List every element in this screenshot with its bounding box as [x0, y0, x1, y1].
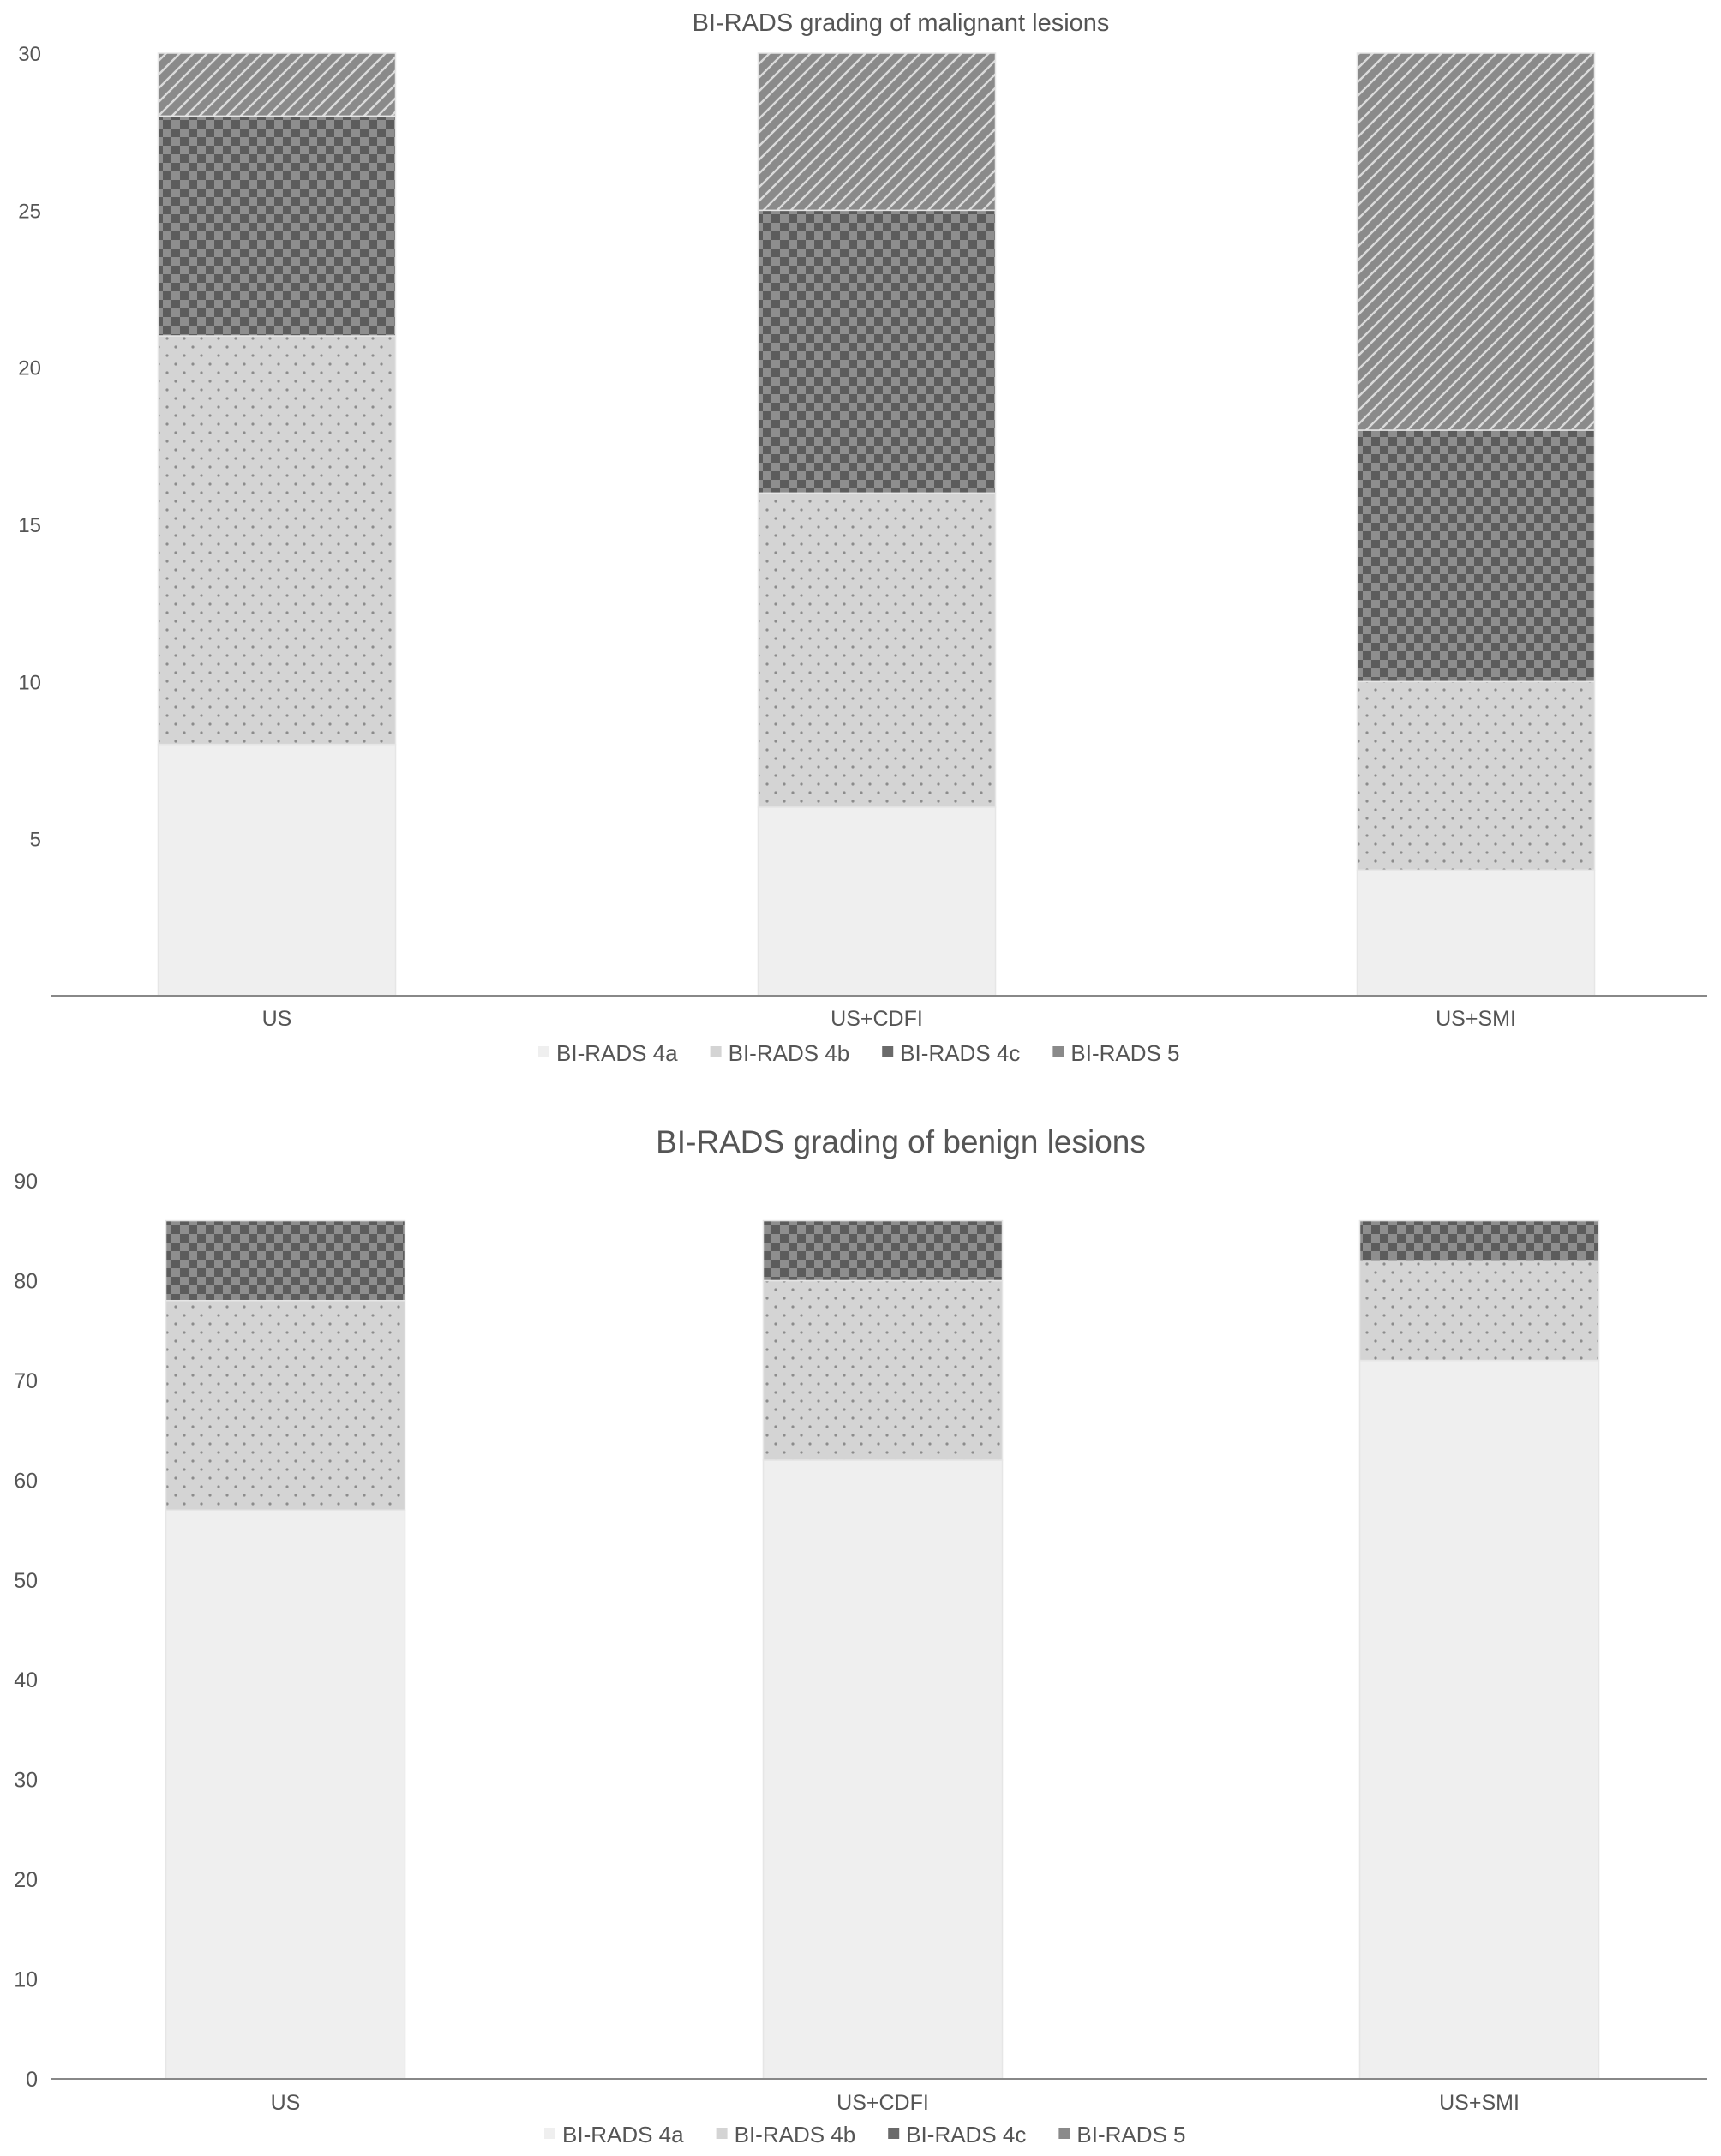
- y-tick-label: 40: [14, 1668, 38, 1692]
- legend-swatch-bi-rads-4a: [544, 2128, 555, 2139]
- y-tick-label: 15: [18, 514, 41, 537]
- legend-swatch-bi-rads-5: [1052, 1046, 1064, 1057]
- bar-segment-bi-rads-4c-us-cdfi: [757, 209, 997, 494]
- x-category-label: US+SMI: [1439, 2091, 1520, 2115]
- bar-segment-bi-rads-4c-us: [165, 1219, 406, 1302]
- bar-segment-bi-rads-4c-us-cdfi: [762, 1219, 1004, 1282]
- legend-label-bi-rads-4a: BI-RADS 4a: [556, 1040, 678, 1066]
- y-tick-label: 10: [18, 671, 41, 694]
- bar-segment-bi-rads-4a-us: [165, 1509, 406, 2080]
- bar-segment-bi-rads-4a-us: [157, 743, 397, 997]
- legend-label-bi-rads-4b: BI-RADS 4b: [729, 1040, 850, 1066]
- x-category-label: US+CDFI: [831, 1007, 923, 1031]
- y-tick-label: 10: [14, 1968, 38, 1992]
- legend-swatch-bi-rads-4a: [538, 1046, 549, 1057]
- bar-segment-bi-rads-4a-us-cdfi: [757, 806, 997, 997]
- x-category-label: US+SMI: [1436, 1007, 1516, 1031]
- legend-swatch-bi-rads-4b: [710, 1046, 722, 1057]
- y-tick-label: 0: [26, 2068, 38, 2092]
- bar-segment-bi-rads-4a-us-smi: [1356, 869, 1596, 997]
- y-tick-label: 25: [18, 200, 41, 223]
- x-category-label: US+CDFI: [837, 2091, 929, 2115]
- chart-title: BI-RADS grading of benign lesions: [656, 1124, 1146, 1159]
- bar-segment-bi-rads-4b-us-cdfi: [757, 492, 997, 808]
- y-tick-label: 60: [14, 1469, 38, 1493]
- bar-segment-bi-rads-5-us-cdfi: [757, 52, 997, 212]
- y-tick-label: 30: [14, 1769, 38, 1793]
- bar-segment-bi-rads-4a-us-cdfi: [762, 1459, 1004, 2080]
- legend-label-bi-rads-4b: BI-RADS 4b: [735, 2122, 856, 2147]
- y-tick-label: 5: [30, 829, 41, 852]
- bar-segment-bi-rads-4b-us: [165, 1299, 406, 1512]
- legend-label-bi-rads-5: BI-RADS 5: [1070, 1040, 1179, 1066]
- x-category-label: US: [262, 1007, 292, 1031]
- bar-segment-bi-rads-4a-us-smi: [1358, 1359, 1600, 2080]
- x-category-label: US: [271, 2091, 301, 2115]
- bar-segment-bi-rads-4b-us: [157, 335, 397, 746]
- legend-swatch-bi-rads-4c: [888, 2128, 900, 2139]
- legend-swatch-bi-rads-4c: [882, 1046, 894, 1057]
- y-tick-label: 80: [14, 1269, 38, 1293]
- malignant-lesions-chart: BI-RADS grading of malignant lesions 5 10 1…: [18, 9, 1707, 1066]
- bar-segment-bi-rads-5-us: [157, 52, 397, 117]
- legend-label-bi-rads-4a: BI-RADS 4a: [562, 2122, 684, 2147]
- legend-swatch-bi-rads-4b: [716, 2128, 728, 2139]
- benign-lesions-chart: BI-RADS grading of benign lesions 0 10 20 30…: [14, 1124, 1707, 2147]
- bar-segment-bi-rads-4c-us-smi: [1356, 429, 1596, 683]
- bar-segment-bi-rads-4b-us-smi: [1356, 680, 1596, 871]
- legend-label-bi-rads-4c: BI-RADS 4c: [900, 1040, 1020, 1066]
- y-tick-label: 30: [18, 43, 41, 66]
- bar-segment-bi-rads-4c-us: [157, 115, 397, 337]
- chart-title: BI-RADS grading of malignant lesions: [693, 9, 1110, 37]
- y-tick-label: 50: [14, 1569, 38, 1593]
- y-tick-label: 90: [14, 1170, 38, 1194]
- bar-segment-bi-rads-4b-us-smi: [1358, 1260, 1600, 1362]
- bar-segment-bi-rads-4c-us-smi: [1358, 1219, 1600, 1261]
- bar-segment-bi-rads-4b-us-cdfi: [762, 1279, 1004, 1461]
- legend-swatch-bi-rads-5: [1058, 2128, 1070, 2139]
- bar-segment-bi-rads-5-us-smi: [1356, 52, 1596, 431]
- legend-label-bi-rads-4c: BI-RADS 4c: [906, 2122, 1026, 2147]
- y-tick-label: 70: [14, 1369, 38, 1393]
- y-tick-label: 20: [18, 357, 41, 380]
- y-tick-label: 20: [14, 1868, 38, 1892]
- legend-label-bi-rads-5: BI-RADS 5: [1076, 2122, 1185, 2147]
